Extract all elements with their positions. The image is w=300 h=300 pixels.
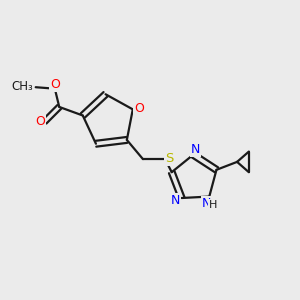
Text: O: O (134, 102, 144, 115)
Text: O: O (50, 78, 60, 91)
Text: N: N (202, 196, 211, 209)
Text: N: N (191, 143, 200, 156)
Text: CH₃: CH₃ (12, 80, 33, 93)
Text: S: S (166, 152, 174, 165)
Text: N: N (171, 194, 180, 207)
Text: H: H (209, 200, 218, 210)
Text: O: O (35, 115, 45, 128)
